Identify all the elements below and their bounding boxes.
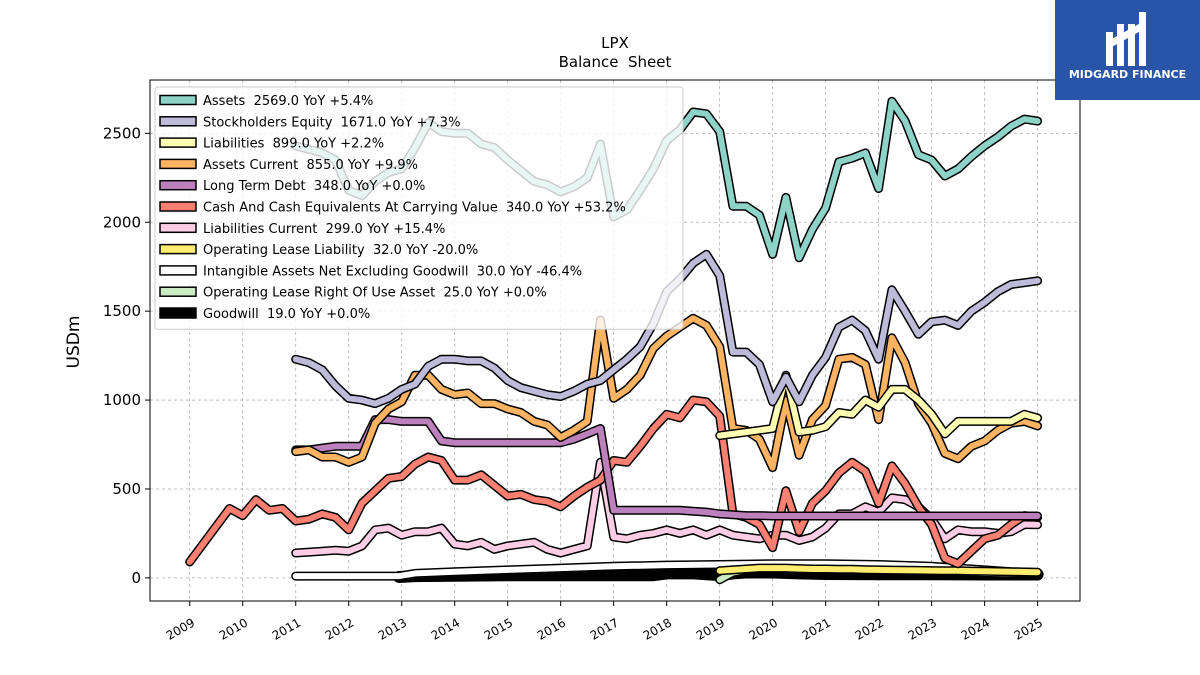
legend-swatch bbox=[159, 116, 197, 127]
series-line bbox=[716, 372, 1041, 439]
legend-label: Intangible Assets Net Excluding Goodwill… bbox=[203, 264, 582, 279]
x-tick-label: 2013 bbox=[376, 615, 409, 642]
logo-mark-icon bbox=[1106, 12, 1146, 66]
legend-label: Long Term Debt 348.0 YoY +0.0% bbox=[203, 179, 425, 194]
series-line bbox=[716, 565, 1041, 576]
y-tick-label: 2000 bbox=[103, 213, 141, 231]
legend-label: Cash And Cash Equivalents At Carrying Va… bbox=[203, 201, 626, 216]
legend-swatch bbox=[159, 307, 197, 319]
x-tick-label: 2018 bbox=[641, 615, 674, 642]
series-7 bbox=[715, 563, 1043, 577]
legend-swatch bbox=[159, 179, 197, 191]
legend-item: Liabilities 899.0 YoY +2.2% bbox=[159, 137, 384, 152]
legend-swatch bbox=[159, 265, 197, 276]
x-tick-label: 2025 bbox=[1012, 615, 1045, 642]
y-tick-label: 1500 bbox=[103, 302, 141, 320]
x-tick-label: 2017 bbox=[588, 615, 621, 642]
legend-label: Goodwill 19.0 YoY +0.0% bbox=[203, 307, 370, 322]
y-tick-label: 500 bbox=[112, 480, 141, 498]
x-tick-label: 2020 bbox=[747, 615, 780, 642]
legend: Assets 2569.0 YoY +5.4% Stockholders Equi… bbox=[154, 86, 684, 330]
y-axis-label: USDm bbox=[64, 316, 84, 369]
x-tick-label: 2024 bbox=[959, 615, 992, 642]
x-tick-label: 2016 bbox=[535, 615, 568, 642]
x-tick-label: 2010 bbox=[217, 615, 250, 642]
legend-swatch bbox=[159, 201, 197, 212]
series-line bbox=[292, 416, 1041, 519]
legend-label: Liabilities 899.0 YoY +2.2% bbox=[203, 137, 384, 152]
legend-swatch bbox=[159, 94, 197, 106]
y-tick-label: 0 bbox=[131, 569, 141, 587]
legend-item: Stockholders Equity 1671.0 YoY +7.3% bbox=[159, 115, 460, 130]
legend-label: Assets 2569.0 YoY +5.4% bbox=[203, 94, 373, 109]
plot-frame bbox=[149, 79, 1081, 602]
x-tick-label: 2022 bbox=[853, 615, 886, 642]
series-line bbox=[186, 397, 1041, 567]
legend-swatch bbox=[159, 243, 197, 255]
x-tick-label: 2011 bbox=[270, 615, 303, 642]
series-4 bbox=[291, 415, 1043, 521]
legend-swatch bbox=[159, 286, 197, 297]
y-tick-label: 1000 bbox=[103, 391, 141, 409]
x-tick-label: 2023 bbox=[906, 615, 939, 642]
legend-swatch bbox=[159, 222, 197, 234]
legend-swatch bbox=[159, 137, 197, 148]
legend-item: Long Term Debt 348.0 YoY +0.0% bbox=[159, 179, 425, 194]
legend-label: Operating Lease Liability 32.0 YoY -20.0… bbox=[203, 243, 478, 258]
legend-item: Assets 2569.0 YoY +5.4% bbox=[159, 94, 373, 109]
legend-item: Intangible Assets Net Excluding Goodwill… bbox=[159, 264, 582, 279]
legend-item: Goodwill 19.0 YoY +0.0% bbox=[159, 307, 370, 322]
legend-label: Liabilities Current 299.0 YoY +15.4% bbox=[203, 222, 445, 237]
chart-subtitle: Balance Sheet bbox=[559, 53, 672, 71]
series-5 bbox=[185, 395, 1043, 569]
legend-label: Assets Current 855.0 YoY +9.9% bbox=[203, 158, 418, 173]
legend-item: Assets Current 855.0 YoY +9.9% bbox=[159, 158, 418, 173]
series-2 bbox=[715, 370, 1043, 441]
x-tick-label: 2021 bbox=[800, 615, 833, 642]
legend-label: Stockholders Equity 1671.0 YoY +7.3% bbox=[203, 115, 460, 130]
brand-logo: MIDGARD FINANCE bbox=[1055, 0, 1200, 100]
logo-text: MIDGARD FINANCE bbox=[1068, 68, 1187, 81]
legend-item: Liabilities Current 299.0 YoY +15.4% bbox=[159, 222, 445, 237]
legend-swatch bbox=[159, 158, 197, 170]
chart-title: LPX bbox=[601, 34, 629, 52]
x-axis: 2009 2010 2011 2012 2013 2014 2015 2016 2017 2018… bbox=[164, 601, 1045, 643]
legend-item: Cash And Cash Equivalents At Carrying Va… bbox=[159, 201, 626, 216]
y-axis: 0 500 1000 1500 2000 2500 bbox=[103, 124, 150, 587]
x-tick-label: 2014 bbox=[429, 615, 462, 642]
series-layer bbox=[185, 96, 1044, 585]
legend-item: Operating Lease Right Of Use Asset 25.0 … bbox=[159, 286, 547, 301]
x-tick-label: 2009 bbox=[164, 615, 197, 642]
y-tick-label: 2500 bbox=[103, 124, 141, 142]
legend-item: Operating Lease Liability 32.0 YoY -20.0… bbox=[159, 243, 478, 258]
x-tick-label: 2012 bbox=[323, 615, 356, 642]
legend-label: Operating Lease Right Of Use Asset 25.0 … bbox=[203, 286, 547, 301]
legend-box bbox=[154, 86, 684, 330]
x-tick-label: 2019 bbox=[694, 615, 727, 642]
x-tick-label: 2015 bbox=[482, 615, 515, 642]
